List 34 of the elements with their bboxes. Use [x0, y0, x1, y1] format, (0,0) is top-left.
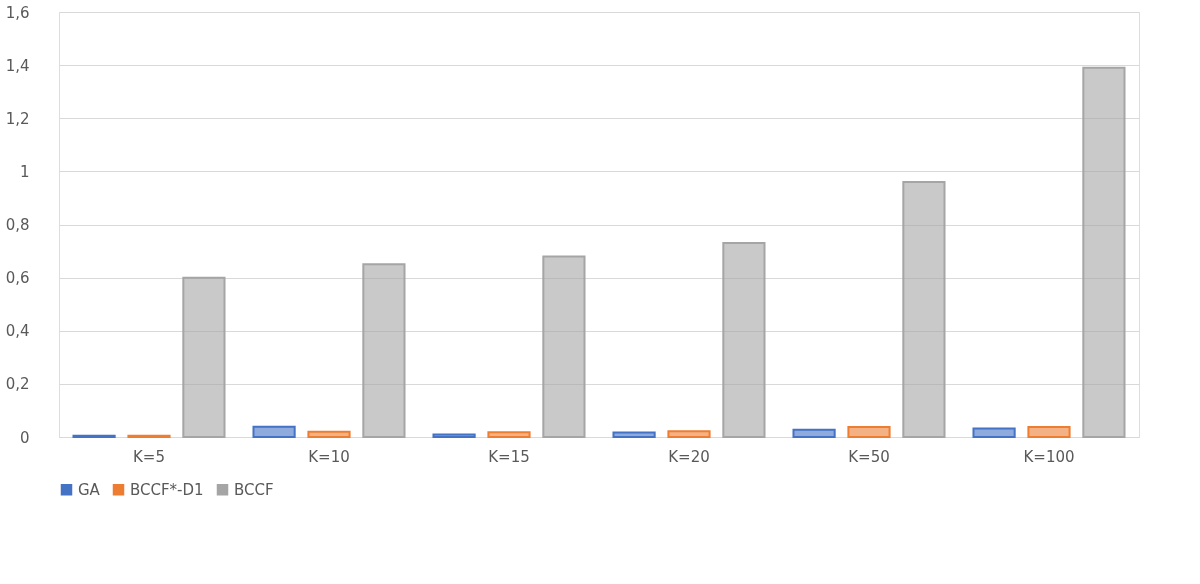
bar [847, 425, 891, 438]
x-tick-label: K=15 [488, 447, 530, 466]
bar [252, 425, 296, 438]
x-tick-label: K=20 [668, 447, 710, 466]
bar [362, 263, 406, 438]
x-tick-label: K=10 [308, 447, 350, 466]
y-tick-label: 1,4 [5, 56, 30, 75]
x-tick-label: K=100 [1023, 447, 1075, 466]
legend-label: BCCF [234, 480, 274, 499]
bar [667, 430, 711, 438]
bar [182, 276, 226, 438]
bar [307, 430, 351, 438]
bar [432, 433, 476, 438]
bar [902, 181, 946, 438]
x-tick-label: K=50 [848, 447, 890, 466]
bar [1027, 425, 1071, 438]
y-tick-label: 1,6 [5, 3, 30, 22]
bar [722, 242, 766, 438]
bar [487, 431, 531, 438]
y-tick-label: 0,6 [5, 269, 30, 288]
bar [1082, 66, 1126, 438]
y-tick-label: 1,2 [5, 109, 30, 128]
y-tick-label: 0 [19, 428, 30, 447]
y-tick-label: 1 [19, 162, 30, 181]
bar [542, 255, 586, 438]
y-tick-label: 0,8 [5, 216, 30, 234]
legend-label: GA [78, 480, 101, 499]
legend-label: BCCF*-D1 [130, 480, 204, 499]
y-tick-label: 0,2 [5, 375, 30, 394]
bar [792, 428, 836, 438]
bar [972, 427, 1016, 438]
y-tick-label: 0,4 [5, 322, 30, 341]
bar [612, 431, 656, 438]
x-tick-label: K=5 [133, 447, 165, 466]
